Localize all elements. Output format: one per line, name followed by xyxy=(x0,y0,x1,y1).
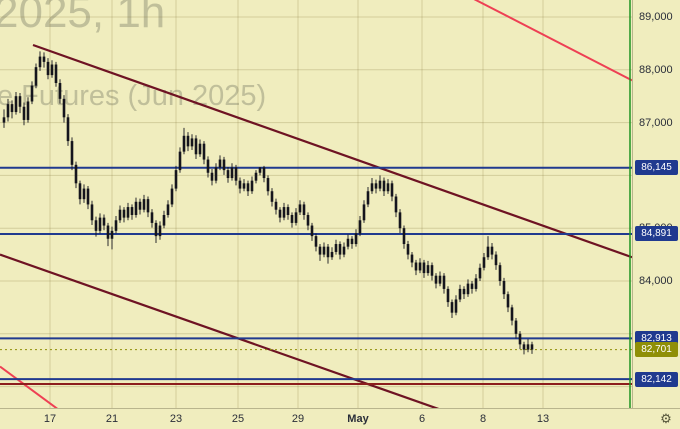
price-axis[interactable]: 89,00088,00087,00085,00084,00086,14584,8… xyxy=(632,0,680,408)
symbol-watermark-line2: e Futures (Jun 2025) xyxy=(0,80,267,112)
time-axis-label: 13 xyxy=(536,413,550,425)
current-price-badge: 82,701 xyxy=(635,342,678,358)
time-axis-label: May xyxy=(347,413,369,425)
time-axis-label: 8 xyxy=(479,413,487,425)
price-pane-svg[interactable] xyxy=(0,0,632,408)
time-axis-label: 6 xyxy=(418,413,426,425)
symbol-watermark-line1: 2025, 1h xyxy=(0,0,166,37)
price-level-badge: 86,145 xyxy=(635,160,678,176)
time-axis[interactable]: ⚙ 17 21 23 25 29 May 6 8 13 xyxy=(0,408,680,429)
horizontal-price-lines[interactable] xyxy=(0,166,632,385)
time-axis-label: 17 xyxy=(43,413,57,425)
trend-lines[interactable] xyxy=(0,0,632,408)
time-axis-label: 23 xyxy=(169,413,183,425)
gear-icon[interactable]: ⚙ xyxy=(657,410,675,428)
price-axis-label: 88,000 xyxy=(639,63,673,76)
gridlines xyxy=(0,0,632,408)
time-axis-label: 21 xyxy=(105,413,119,425)
price-axis-label: 87,000 xyxy=(639,116,673,129)
price-axis-label: 89,000 xyxy=(639,11,673,23)
price-axis-label: 84,000 xyxy=(639,274,673,287)
price-level-badge: 84,891 xyxy=(635,226,678,242)
time-axis-label: 25 xyxy=(231,413,245,425)
price-level-badge: 82,142 xyxy=(635,371,678,387)
time-axis-label: 29 xyxy=(291,413,305,425)
candlestick-series xyxy=(2,51,534,355)
